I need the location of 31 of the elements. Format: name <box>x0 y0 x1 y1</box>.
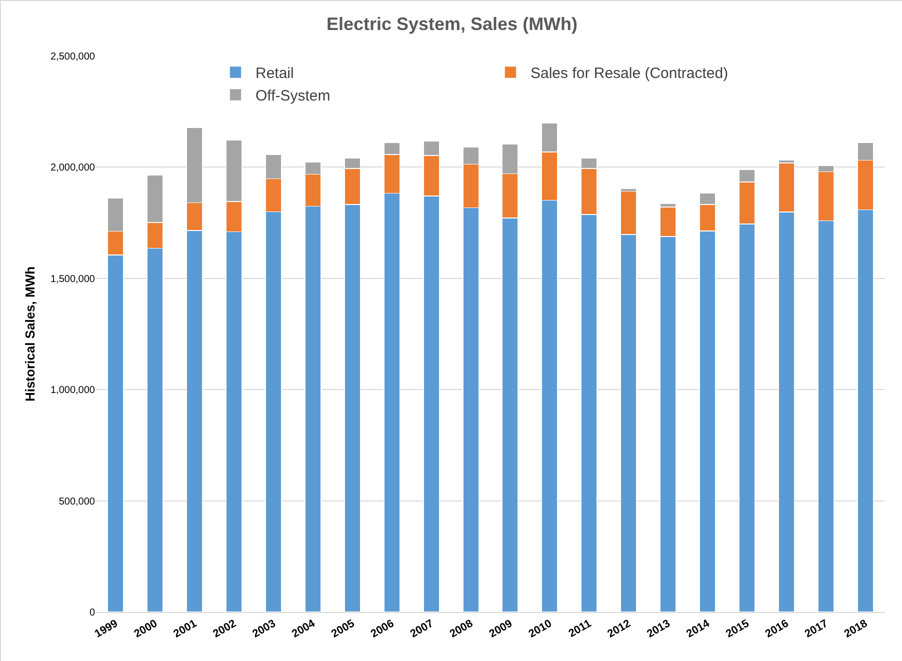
x-tick-label: 2010 <box>526 618 554 640</box>
x-tick-label: 2006 <box>368 618 396 640</box>
x-tick-label: 2014 <box>684 617 712 640</box>
x-tick-label: 2009 <box>487 618 514 640</box>
x-tick-label: 2018 <box>842 618 870 640</box>
x-tick-label: 2011 <box>566 618 594 640</box>
x-tick-label: 2017 <box>802 618 830 640</box>
x-tick-label: 2007 <box>408 618 436 640</box>
y-tick-label: 0 <box>89 608 96 618</box>
y-tick-label: 1,500,000 <box>50 274 96 285</box>
y-axis-title: Historical Sales, MWh <box>22 266 38 402</box>
legend-label: Off-System <box>256 88 330 105</box>
x-tick-label: 2012 <box>606 618 633 640</box>
x-tick-label: 2002 <box>211 618 238 640</box>
x-tick-label: 2000 <box>132 618 160 640</box>
x-tick-label: 2016 <box>763 618 791 640</box>
x-tick-label: 2001 <box>172 618 199 640</box>
x-tick-label: 1999 <box>92 618 120 640</box>
x-tick-label: 2015 <box>724 618 752 640</box>
y-tick-label: 500,000 <box>58 496 96 508</box>
legend-label: Retail <box>256 65 294 82</box>
x-tick-label: 2013 <box>645 618 672 640</box>
y-tick-label: 2,500,000 <box>50 52 96 62</box>
y-tick-label: 1,000,000 <box>50 385 96 396</box>
legend-label: Sales for Resale (Contracted) <box>530 65 728 82</box>
x-tick-label: 2004 <box>290 617 318 640</box>
x-tick-label: 2008 <box>448 618 476 640</box>
chart-title: Electric System, Sales (MWh) <box>326 14 578 34</box>
x-tick-label: 2003 <box>250 618 278 640</box>
y-tick-label: 2,000,000 <box>50 162 96 174</box>
x-tick-label: 2005 <box>329 618 357 640</box>
